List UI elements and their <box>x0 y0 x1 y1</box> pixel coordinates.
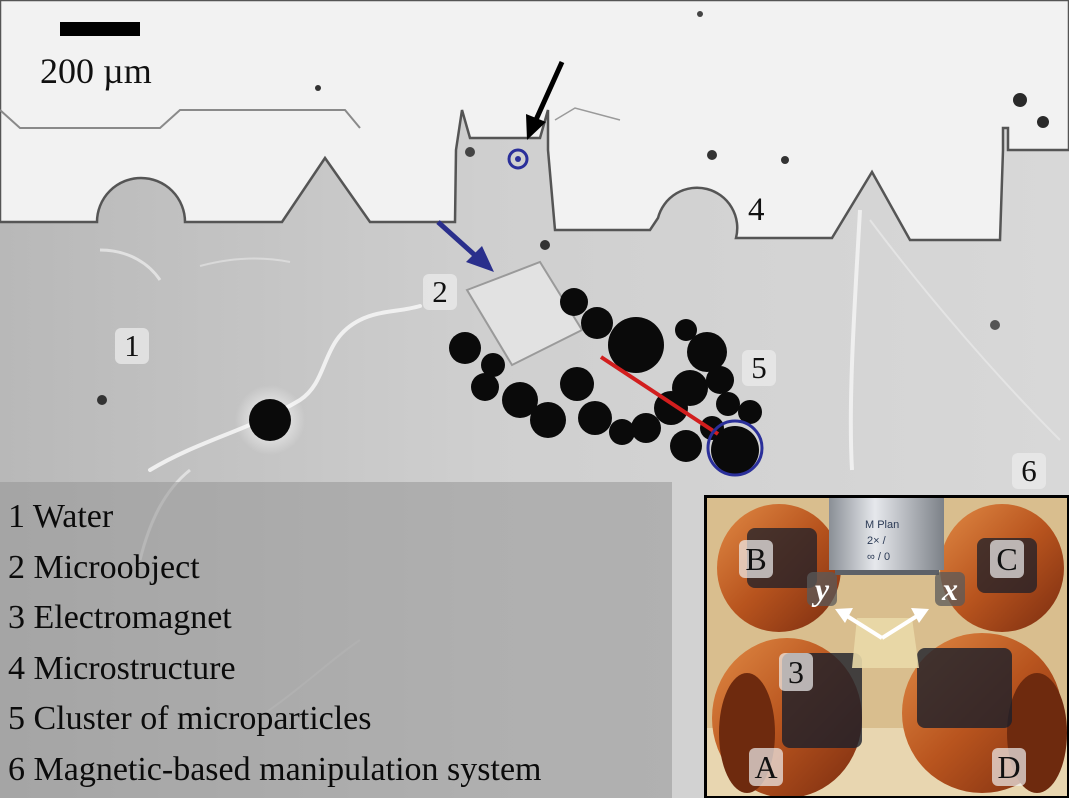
target-circle <box>706 419 764 477</box>
legend-item: 2 Microobject <box>8 548 200 586</box>
legend-item: 5 Cluster of microparticles <box>8 700 372 737</box>
svg-text:2× /: 2× / <box>867 535 887 547</box>
system-inset-photo: M Plan 2× / ∞ / 0 B C A D 3 y x <box>704 495 1069 798</box>
legend-item: 4 Microstructure <box>8 649 236 687</box>
objective-lens: M Plan 2× / ∞ / 0 <box>829 498 944 575</box>
legend-item: 1 Water <box>8 498 114 535</box>
microobject <box>465 260 584 367</box>
scale-bar <box>60 22 140 36</box>
xy-axes-icon <box>835 608 929 640</box>
legend: 1 Water 2 Microobject 3 Electromagnet 4 … <box>0 482 672 798</box>
coil-label-c: C <box>990 540 1024 578</box>
coil-label-b: B <box>739 540 773 578</box>
axis-label-x: x <box>935 572 965 606</box>
marker-microstructure: 4 <box>748 192 765 228</box>
legend-item: 6 Magnetic-based manipulation system <box>8 750 542 788</box>
reference-dot <box>507 148 529 170</box>
svg-text:M Plan: M Plan <box>865 519 899 531</box>
microparticle <box>249 399 291 441</box>
marker-system: 6 <box>1012 453 1046 489</box>
scale-label: 200 µm <box>40 51 152 91</box>
svg-text:∞ / 0: ∞ / 0 <box>867 551 890 563</box>
trajectory-line <box>599 355 720 436</box>
black-arrow-icon <box>526 60 565 140</box>
coil-b <box>717 504 841 632</box>
axis-label-y: y <box>807 572 837 606</box>
legend-item: 3 Electromagnet <box>8 599 232 636</box>
blue-arrow-icon <box>436 220 494 272</box>
marker-cluster: 5 <box>742 350 776 386</box>
particle-cluster <box>449 288 762 474</box>
coil-label-a: A <box>749 748 783 786</box>
marker-water: 1 <box>115 328 149 364</box>
electromagnet-marker: 3 <box>779 653 813 691</box>
marker-microobject: 2 <box>423 274 457 310</box>
coil-label-d: D <box>992 748 1026 786</box>
